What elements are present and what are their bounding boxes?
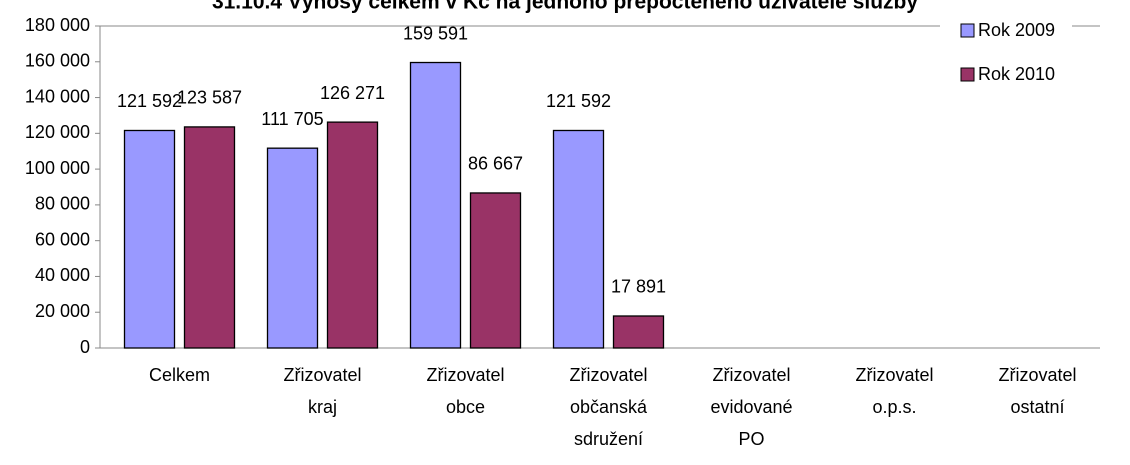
x-tick-label: kraj bbox=[308, 397, 337, 417]
value-label: 121 592 bbox=[546, 91, 611, 111]
y-tick-label: 160 000 bbox=[25, 51, 90, 71]
x-tick-label: Zřizovatel bbox=[569, 365, 647, 385]
x-tick-label: Zřizovatel bbox=[426, 365, 504, 385]
x-tick-label: PO bbox=[738, 429, 764, 449]
y-tick-label: 0 bbox=[80, 337, 90, 357]
bar bbox=[469, 192, 522, 349]
value-label: 121 592 bbox=[117, 91, 182, 111]
y-tick-label: 100 000 bbox=[25, 158, 90, 178]
x-tick-label: občanská bbox=[570, 397, 648, 417]
x-tick-label: obce bbox=[446, 397, 485, 417]
value-label: 86 667 bbox=[468, 154, 523, 174]
x-tick-label: sdružení bbox=[574, 429, 643, 449]
y-tick-label: 120 000 bbox=[25, 122, 90, 142]
y-tick-label: 140 000 bbox=[25, 86, 90, 106]
x-tick-label: Zřizovatel bbox=[712, 365, 790, 385]
x-tick-label: Celkem bbox=[149, 365, 210, 385]
bar bbox=[123, 129, 176, 349]
x-tick-label: Zřizovatel bbox=[283, 365, 361, 385]
legend-label: Rok 2010 bbox=[978, 64, 1055, 84]
x-tick-label: Zřizovatel bbox=[998, 365, 1076, 385]
value-label: 126 271 bbox=[320, 83, 385, 103]
value-label: 17 891 bbox=[611, 277, 666, 297]
x-tick-label: o.p.s. bbox=[872, 397, 916, 417]
bar bbox=[409, 61, 462, 349]
x-tick-label: evidované bbox=[710, 397, 792, 417]
y-tick-label: 40 000 bbox=[35, 265, 90, 285]
legend-swatch bbox=[960, 23, 975, 38]
x-tick-label: ostatní bbox=[1010, 397, 1064, 417]
bar bbox=[326, 121, 379, 349]
bar bbox=[266, 147, 319, 349]
x-tick-label: Zřizovatel bbox=[855, 365, 933, 385]
y-tick-label: 60 000 bbox=[35, 229, 90, 249]
bar bbox=[612, 315, 665, 349]
chart-title: 31.10.4 Výnosy celkem v Kč na jednoho př… bbox=[212, 0, 918, 14]
bar bbox=[552, 129, 605, 349]
value-label: 159 591 bbox=[403, 23, 468, 43]
bar bbox=[183, 126, 236, 349]
value-label: 123 587 bbox=[177, 88, 242, 108]
legend-swatch bbox=[960, 67, 975, 82]
y-tick-label: 80 000 bbox=[35, 194, 90, 214]
value-label: 111 705 bbox=[261, 109, 323, 129]
y-tick-label: 20 000 bbox=[35, 301, 90, 321]
y-tick-label: 180 000 bbox=[25, 15, 90, 35]
legend-label: Rok 2009 bbox=[978, 20, 1055, 40]
